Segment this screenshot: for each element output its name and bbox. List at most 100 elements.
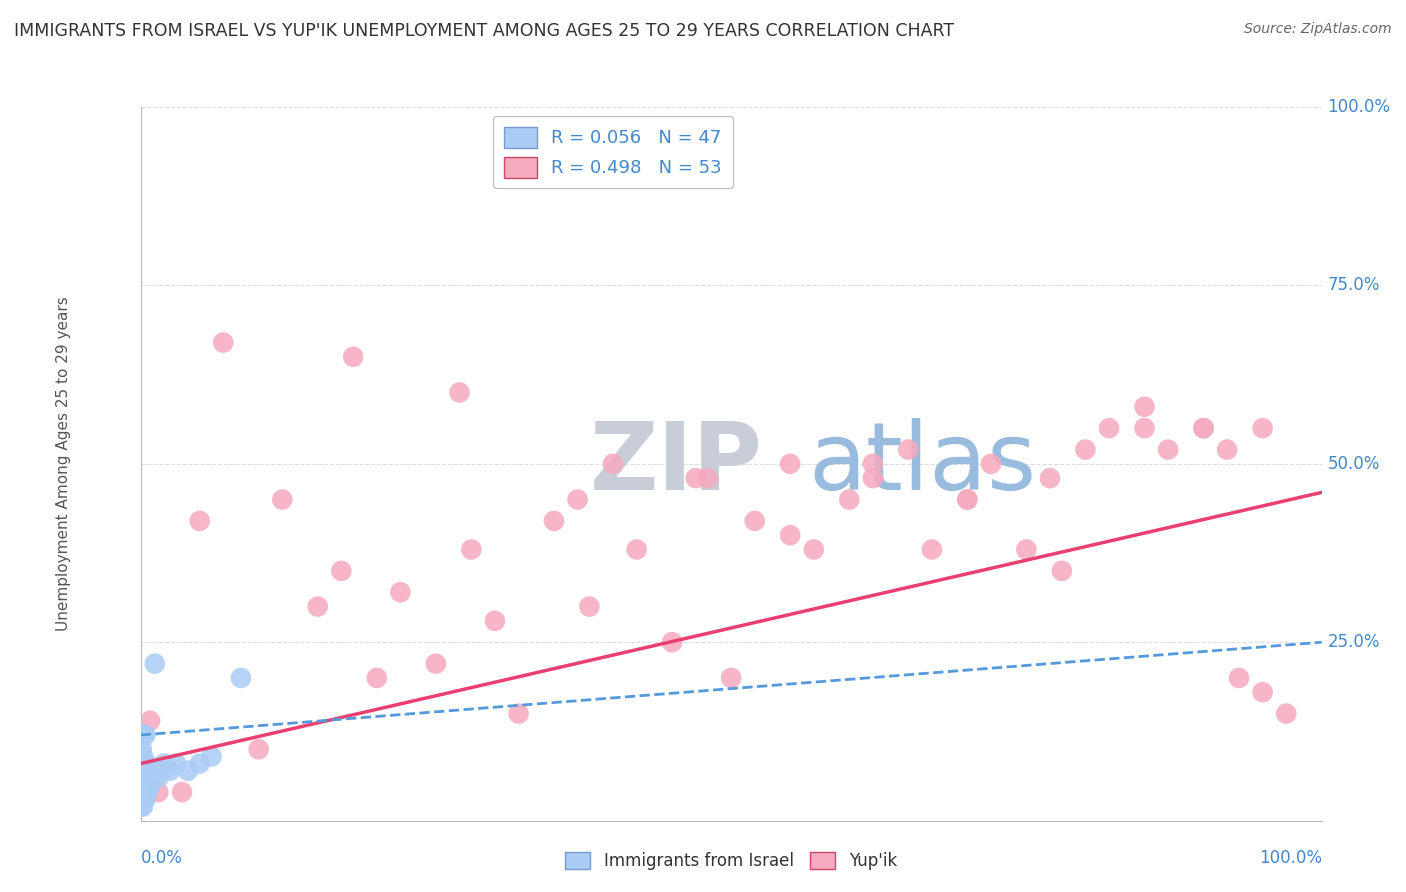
Point	[247, 742, 270, 756]
Point	[1192, 421, 1215, 435]
Point	[132, 749, 155, 764]
Point	[200, 749, 222, 764]
Point	[578, 599, 600, 614]
Point	[980, 457, 1002, 471]
Text: 0.0%: 0.0%	[141, 849, 183, 867]
Point	[779, 457, 801, 471]
Text: 75.0%: 75.0%	[1327, 277, 1379, 294]
Point	[143, 657, 166, 671]
Point	[508, 706, 530, 721]
Point	[696, 471, 718, 485]
Point	[135, 785, 157, 799]
Point	[132, 785, 155, 799]
Point	[897, 442, 920, 457]
Point	[389, 585, 412, 599]
Text: atlas: atlas	[808, 417, 1036, 510]
Point	[134, 728, 156, 742]
Point	[956, 492, 979, 507]
Point	[131, 764, 153, 778]
Point	[136, 785, 159, 799]
Point	[188, 514, 211, 528]
Point	[170, 785, 193, 799]
Point	[131, 792, 153, 806]
Point	[131, 742, 153, 756]
Point	[744, 514, 766, 528]
Point	[141, 771, 163, 785]
Point	[921, 542, 943, 557]
Point	[139, 778, 162, 792]
Text: IMMIGRANTS FROM ISRAEL VS YUP'IK UNEMPLOYMENT AMONG AGES 25 TO 29 YEARS CORRELAT: IMMIGRANTS FROM ISRAEL VS YUP'IK UNEMPLO…	[14, 22, 955, 40]
Point	[131, 785, 153, 799]
Point	[449, 385, 471, 400]
Point	[862, 457, 884, 471]
Point	[135, 764, 157, 778]
Point	[956, 492, 979, 507]
Point	[307, 599, 329, 614]
Point	[134, 771, 156, 785]
Point	[212, 335, 235, 350]
Point	[1050, 564, 1073, 578]
Point	[543, 514, 565, 528]
Point	[1133, 421, 1156, 435]
Point	[661, 635, 683, 649]
Point	[1227, 671, 1250, 685]
Point	[132, 764, 155, 778]
Point	[138, 764, 160, 778]
Point	[165, 756, 187, 771]
Point	[153, 756, 176, 771]
Point	[148, 771, 170, 785]
Point	[602, 457, 624, 471]
Point	[132, 792, 155, 806]
Point	[229, 671, 252, 685]
Point	[862, 471, 884, 485]
Point	[138, 778, 160, 792]
Point	[177, 764, 200, 778]
Point	[132, 799, 155, 814]
Point	[626, 542, 648, 557]
Point	[132, 728, 155, 742]
Point	[1157, 442, 1180, 457]
Legend: Immigrants from Israel, Yup'ik: Immigrants from Israel, Yup'ik	[558, 845, 904, 877]
Point	[460, 542, 482, 557]
Text: 25.0%: 25.0%	[1327, 633, 1381, 651]
Point	[685, 471, 707, 485]
Point	[1275, 706, 1298, 721]
Point	[425, 657, 447, 671]
Text: Source: ZipAtlas.com: Source: ZipAtlas.com	[1244, 22, 1392, 37]
Point	[720, 671, 742, 685]
Point	[141, 764, 163, 778]
Point	[134, 792, 156, 806]
Point	[150, 764, 173, 778]
Point	[271, 492, 294, 507]
Point	[803, 542, 825, 557]
Point	[1039, 471, 1062, 485]
Point	[134, 785, 156, 799]
Point	[366, 671, 388, 685]
Point	[136, 771, 159, 785]
Point	[134, 756, 156, 771]
Point	[159, 764, 181, 778]
Point	[131, 799, 153, 814]
Point	[139, 714, 162, 728]
Point	[135, 756, 157, 771]
Point	[1216, 442, 1239, 457]
Point	[342, 350, 364, 364]
Point	[1074, 442, 1097, 457]
Text: 100.0%: 100.0%	[1327, 98, 1391, 116]
Text: 100.0%: 100.0%	[1258, 849, 1322, 867]
Text: 50.0%: 50.0%	[1327, 455, 1379, 473]
Point	[148, 785, 170, 799]
Point	[135, 778, 157, 792]
Point	[567, 492, 589, 507]
Point	[779, 528, 801, 542]
Point	[134, 778, 156, 792]
Point	[131, 778, 153, 792]
Point	[134, 778, 156, 792]
Point	[1098, 421, 1121, 435]
Point	[131, 771, 153, 785]
Point	[1251, 685, 1274, 699]
Text: Unemployment Among Ages 25 to 29 years: Unemployment Among Ages 25 to 29 years	[56, 296, 72, 632]
Point	[134, 771, 156, 785]
Point	[838, 492, 860, 507]
Point	[330, 564, 353, 578]
